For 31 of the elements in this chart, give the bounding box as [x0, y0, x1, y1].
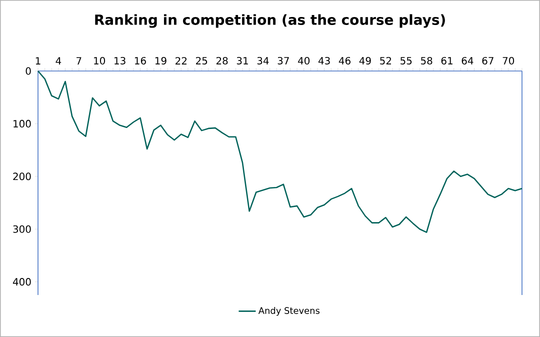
y-tick-label: 400 — [12, 278, 31, 286]
x-tick-label: 28 — [216, 56, 228, 64]
y-tick-label: 200 — [13, 172, 31, 180]
y-tick-label: 0 — [26, 67, 31, 75]
x-tick-label: 58 — [420, 56, 432, 64]
x-tick-label: 7 — [76, 57, 82, 64]
x-tick-label: 52 — [380, 56, 391, 64]
x-tick-label: 67 — [482, 56, 494, 64]
x-tick-label: 34 — [257, 56, 269, 64]
x-tick-label: 70 — [502, 56, 514, 64]
x-tick-label: 19 — [155, 56, 166, 64]
x-tick-label: 16 — [135, 56, 146, 64]
chart-title: Ranking in competition (as the course plays) — [95, 14, 445, 28]
x-tick-label: 4 — [56, 57, 62, 64]
x-tick-label: 25 — [196, 56, 208, 64]
x-tick-label: 49 — [359, 56, 371, 64]
x-tick-label: 31 — [236, 56, 248, 64]
x-tick-label: 61 — [441, 56, 452, 64]
x-tick-label: 10 — [94, 56, 106, 64]
x-tick-label: 22 — [176, 57, 186, 64]
y-tick-label: 100 — [14, 120, 31, 128]
x-tick-label: 55 — [400, 57, 412, 64]
x-tick-label: 13 — [114, 56, 126, 64]
x-tick-label: 43 — [318, 56, 330, 64]
x-tick-label: 37 — [278, 56, 289, 64]
x-tick-label: 64 — [462, 56, 474, 64]
x-tick-label: 1 — [36, 57, 40, 64]
x-tick-label: 46 — [338, 56, 350, 64]
x-tick-label: 40 — [298, 56, 310, 64]
legend-label: Andy Stevens — [258, 307, 320, 316]
y-tick-label: 300 — [13, 225, 31, 233]
